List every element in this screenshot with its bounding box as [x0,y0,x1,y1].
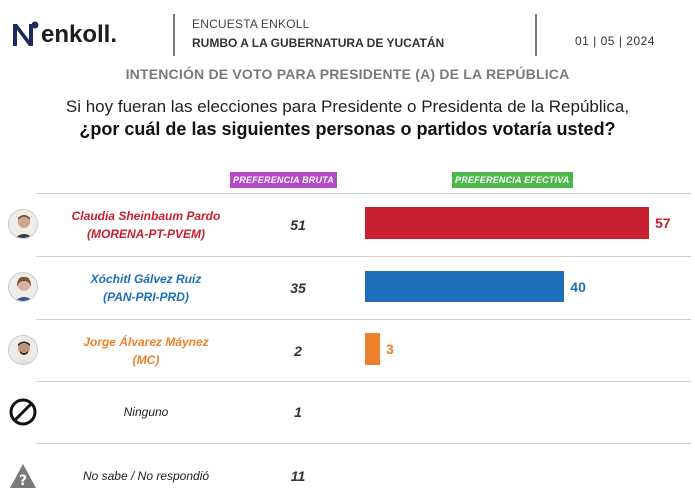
candidate-row: Claudia Sheinbaum Pardo (MORENA-PT-PVEM)… [0,193,695,255]
bar-efectiva [365,271,565,302]
header: enkoll. ENCUESTA ENKOLL RUMBO A LA GUBER… [0,0,695,62]
row-divider [36,381,691,382]
bruta-value: 51 [290,217,306,233]
enkoll-logo: enkoll. [10,18,117,52]
warning-icon: ? [8,461,38,491]
survey-date: 01 | 05 | 2024 [575,34,655,48]
candidate-name: Jorge Álvarez Máynez [83,335,209,349]
other-row: Ninguno 1 [0,381,695,443]
bruta-value: 11 [290,468,306,484]
row-divider [36,193,691,194]
column-header-efectiva: PREFERENCIA EFECTIVA [452,172,573,188]
header-divider [173,14,175,56]
other-row: ? No sabe / No respondió 11 [0,443,695,503]
bruta-value: 2 [294,343,302,359]
candidate-party: (MC) [132,353,160,367]
candidate-name: Claudia Sheinbaum Pardo [71,209,221,223]
survey-label: ENCUESTA ENKOLL [192,17,310,31]
option-label: No sabe / No respondió [82,469,210,483]
candidate-name: Xóchitl Gálvez Ruiz [90,272,202,286]
row-divider [36,256,691,257]
avatar [8,209,38,239]
row-divider [36,319,691,320]
question-line-1: Si hoy fueran las elecciones para Presid… [65,97,630,116]
column-header-bruta: PREFERENCIA BRUTA [230,172,337,188]
candidate-row: Xóchitl Gálvez Ruiz (PAN-PRI-PRD) 35 40 [0,256,695,319]
bar-label-efectiva: 40 [570,279,586,295]
bruta-value: 1 [294,404,302,420]
bar-label-efectiva: 3 [385,341,394,357]
chart-subtitle: INTENCIÓN DE VOTO PARA PRESIDENTE (A) DE… [125,66,570,82]
candidate-party: (MORENA-PT-PVEM) [87,227,205,241]
svg-text:?: ? [19,473,27,489]
bruta-value: 35 [290,280,306,296]
question-line-2: ¿por cuál de las siguientes personas o p… [79,119,616,139]
row-divider [36,443,691,444]
logo-mark-icon [13,21,39,46]
prohibited-icon [8,397,38,427]
candidate-party: (PAN-PRI-PRD) [103,290,189,304]
bar-efectiva [365,333,380,365]
option-label: Ninguno [123,405,169,419]
logo-text: enkoll. [41,21,118,48]
candidate-row: Jorge Álvarez Máynez (MC) 2 3 [0,319,695,381]
survey-title: RUMBO A LA GUBERNATURA DE YUCATÁN [192,36,445,50]
bar-efectiva [365,207,649,239]
header-divider [535,14,537,56]
avatar [8,272,38,302]
avatar [8,335,38,365]
bar-label-efectiva: 57 [655,215,671,231]
